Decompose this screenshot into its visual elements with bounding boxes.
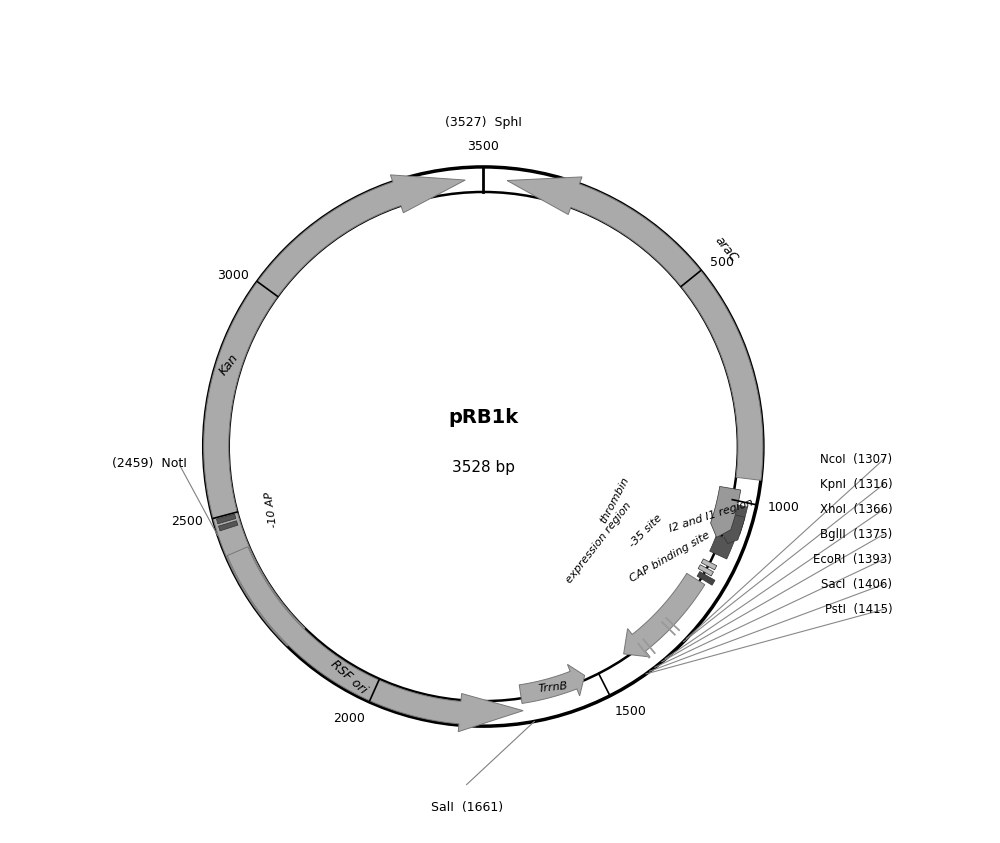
Polygon shape (204, 175, 465, 646)
Text: 2000: 2000 (333, 711, 365, 725)
Text: 500: 500 (710, 256, 734, 269)
Text: NcoI  (1307): NcoI (1307) (820, 453, 892, 465)
Text: pRB1k: pRB1k (448, 408, 518, 427)
Polygon shape (519, 664, 585, 703)
Text: CAP binding site: CAP binding site (628, 530, 712, 584)
Polygon shape (701, 559, 717, 570)
Polygon shape (227, 547, 523, 732)
Polygon shape (710, 534, 734, 559)
Polygon shape (724, 503, 748, 540)
Text: SacI  (1406): SacI (1406) (821, 577, 892, 591)
Text: 3000: 3000 (217, 269, 249, 282)
Text: -10 AP: -10 AP (264, 491, 279, 529)
Text: I2 and I1 region: I2 and I1 region (668, 497, 754, 534)
Polygon shape (217, 514, 236, 524)
Text: 3500: 3500 (467, 140, 499, 153)
Text: BglII  (1375): BglII (1375) (820, 528, 892, 540)
Text: RSF ori: RSF ori (328, 658, 370, 697)
Polygon shape (624, 573, 705, 657)
Text: 2500: 2500 (171, 515, 203, 528)
Text: SalI  (1661): SalI (1661) (431, 802, 503, 814)
Text: TrrnB: TrrnB (538, 680, 569, 694)
Text: araC: araC (713, 234, 741, 266)
Text: 1000: 1000 (767, 501, 799, 513)
Text: 3528 bp: 3528 bp (452, 460, 515, 475)
Text: thrombin: thrombin (598, 475, 631, 525)
Text: XhoI  (1366): XhoI (1366) (820, 502, 892, 516)
Text: Kan: Kan (217, 352, 241, 379)
Text: 1500: 1500 (615, 706, 647, 718)
Polygon shape (711, 486, 741, 538)
Polygon shape (219, 521, 238, 531)
Text: PstI  (1415): PstI (1415) (825, 603, 892, 615)
Polygon shape (698, 565, 713, 576)
Text: (2459)  NotI: (2459) NotI (112, 457, 187, 470)
Text: (3527)  SphI: (3527) SphI (445, 116, 522, 129)
Polygon shape (697, 572, 715, 585)
Text: KpnI  (1316): KpnI (1316) (820, 478, 892, 491)
Polygon shape (722, 513, 745, 544)
Polygon shape (507, 177, 763, 481)
Text: EcoRI  (1393): EcoRI (1393) (813, 553, 892, 566)
Text: expression region: expression region (565, 500, 634, 584)
Text: -35 site: -35 site (628, 513, 664, 550)
